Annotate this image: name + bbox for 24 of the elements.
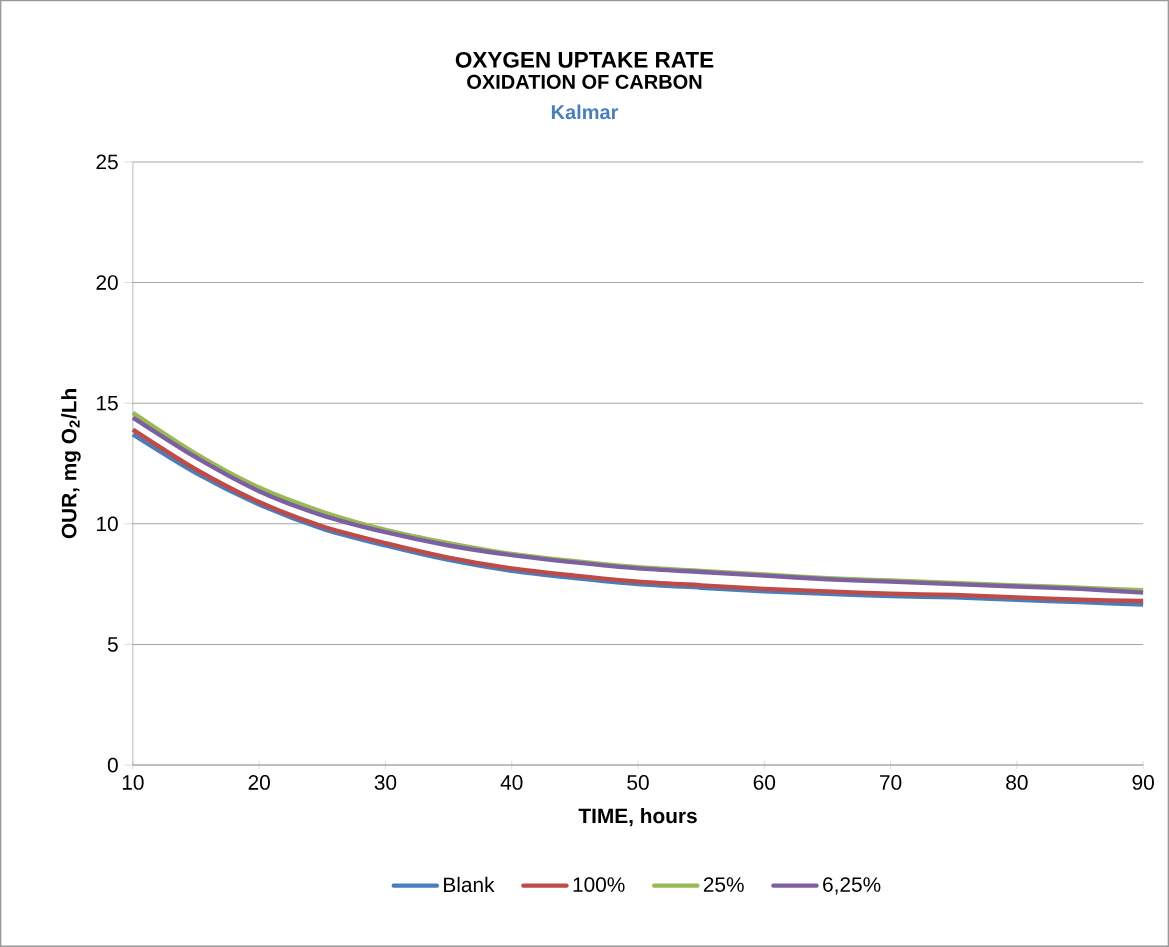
x-tick-label: 20 <box>248 775 270 790</box>
x-tick-label: 50 <box>627 775 649 790</box>
x-axis-title: TIME, hours <box>578 808 697 827</box>
legend-label: Blank <box>444 876 495 893</box>
y-axis-title: OUR, mg O$_{2}$/Lh <box>61 389 81 539</box>
chart-title: OXYGEN UPTAKE RATE <box>455 51 714 68</box>
text: Kalmar <box>551 104 619 120</box>
x-tick-label: 90 <box>1132 775 1154 790</box>
y-tick-label: 5 <box>107 637 118 652</box>
x-tick-label: 70 <box>880 775 902 790</box>
y-tick-label: 20 <box>96 275 118 290</box>
y-tick-label: 0 <box>107 757 118 773</box>
x-tick-label: 30 <box>374 775 397 790</box>
x-tick-label: 40 <box>500 775 523 790</box>
y-tick-label: 10 <box>97 516 118 532</box>
x-tick-label: 80 <box>1006 775 1028 790</box>
legend-label: 25% <box>703 877 744 892</box>
x-tick-label: 60 <box>753 775 776 790</box>
x-tick-label: 10 <box>122 775 144 790</box>
legend-label: 6,25% <box>823 877 881 895</box>
y-tick-label: 25 <box>96 154 118 170</box>
legend-label: 100% <box>573 877 625 892</box>
chart-subtitle: OXIDATION OF CARBON <box>467 74 702 89</box>
y-tick-label: 15 <box>97 395 118 411</box>
